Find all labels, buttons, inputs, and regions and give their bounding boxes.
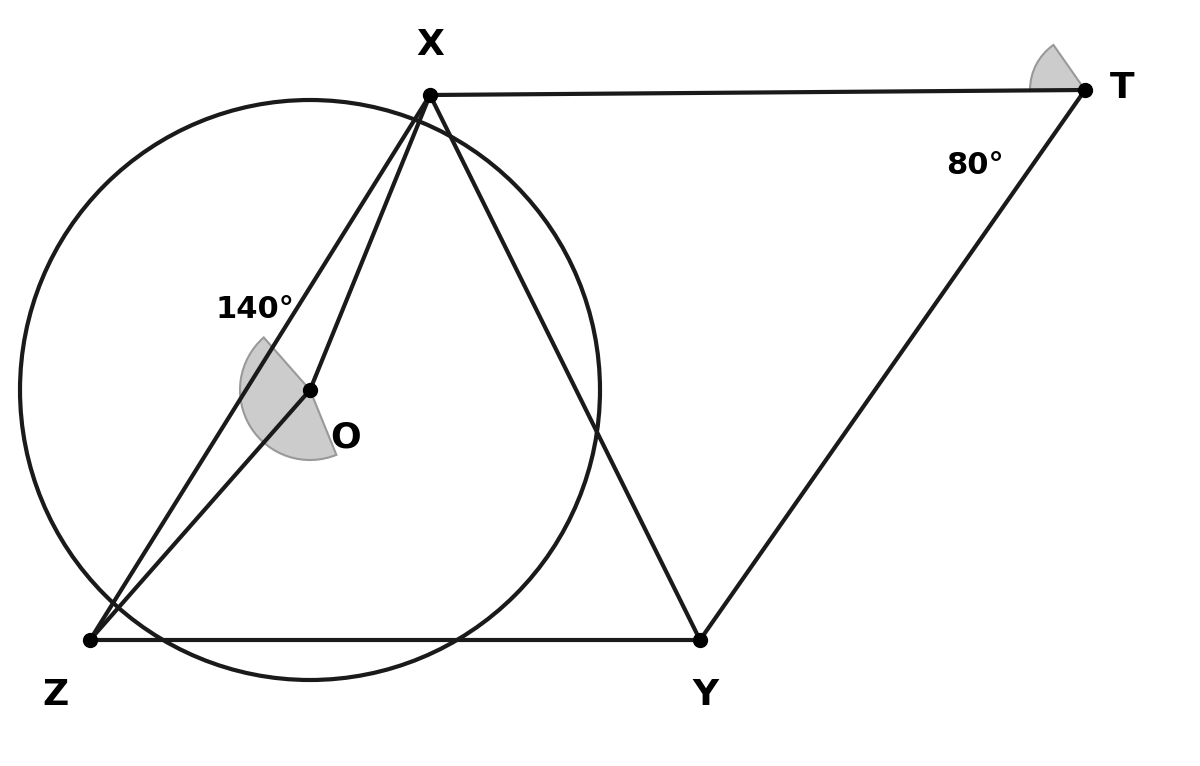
- Text: T: T: [1110, 71, 1135, 105]
- Text: 80°: 80°: [946, 150, 1004, 179]
- Text: O: O: [330, 420, 361, 454]
- Text: 140°: 140°: [216, 296, 294, 325]
- Text: Y: Y: [692, 678, 718, 712]
- Wedge shape: [1030, 45, 1085, 90]
- Text: X: X: [416, 28, 444, 62]
- Wedge shape: [240, 338, 336, 460]
- Text: Z: Z: [42, 678, 68, 712]
